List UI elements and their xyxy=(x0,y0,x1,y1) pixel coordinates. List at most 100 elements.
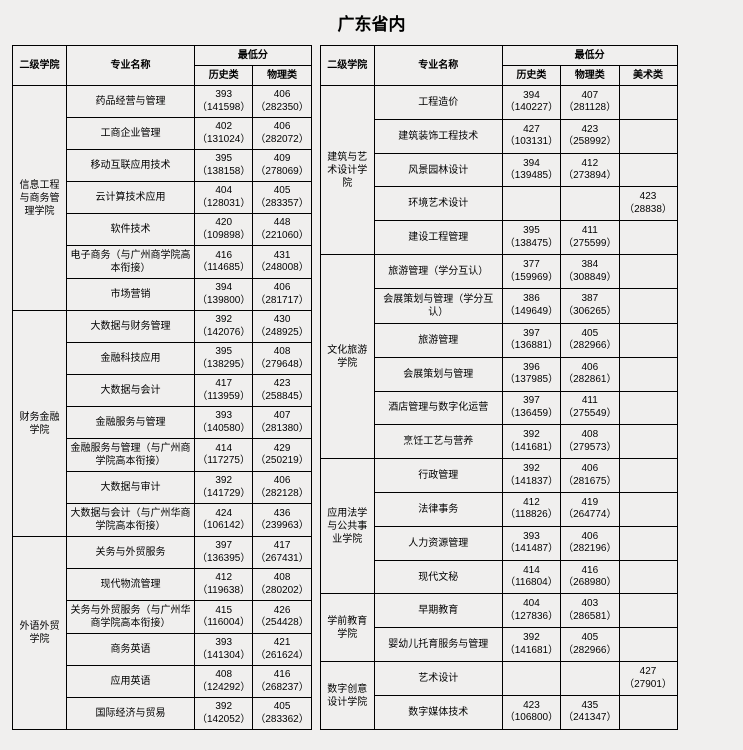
cell-physics: 406（282128） xyxy=(253,472,311,504)
cell-major: 金融服务与管理（与广州商学院高本衔接） xyxy=(67,439,195,472)
hdr-college: 二级学院 xyxy=(320,46,374,86)
cell-major: 人力资源管理 xyxy=(374,526,502,560)
cell-art xyxy=(619,594,677,628)
cell-physics: 421（261624） xyxy=(253,634,311,666)
cell-major: 法律事务 xyxy=(374,493,502,527)
table-row: 数字创意设计学院艺术设计427（27901） xyxy=(320,662,677,696)
table-row: 现代文秘414（116804）416（268980） xyxy=(320,560,677,594)
cell-physics: 405（282966） xyxy=(561,628,619,662)
cell-physics: 408（279573） xyxy=(561,425,619,459)
cell-history: 396（137985） xyxy=(502,357,560,391)
cell-physics: 435（241347） xyxy=(561,695,619,729)
table-row: 学前教育学院早期教育404（127836）403（286581） xyxy=(320,594,677,628)
cell-history: 392（142052） xyxy=(195,698,253,730)
cell-major: 商务英语 xyxy=(67,634,195,666)
cell-history: 402（131024） xyxy=(195,118,253,150)
table-row: 建筑装饰工程技术427（103131）423（258992） xyxy=(320,119,677,153)
cell-history: 424（106142） xyxy=(195,504,253,537)
cell-major: 市场营销 xyxy=(67,279,195,311)
cell-physics xyxy=(561,187,619,221)
cell-college: 应用法学与公共事业学院 xyxy=(320,459,374,594)
cell-history: 394（140227） xyxy=(502,86,560,120)
hdr-score: 最低分 xyxy=(502,46,677,66)
cell-physics: 416（268980） xyxy=(561,560,619,594)
cell-college: 学前教育学院 xyxy=(320,594,374,662)
cell-major: 大数据与审计 xyxy=(67,472,195,504)
hdr-score: 最低分 xyxy=(195,46,312,66)
cell-history: 397（136881） xyxy=(502,323,560,357)
cell-major: 环境艺术设计 xyxy=(374,187,502,221)
cell-history: 394（139485） xyxy=(502,153,560,187)
cell-history: 386（149649） xyxy=(502,288,560,323)
cell-history: 417（113959） xyxy=(195,375,253,407)
cell-art xyxy=(619,86,677,120)
cell-physics: 407（281380） xyxy=(253,407,311,439)
table-row: 法律事务412（118826）419（264774） xyxy=(320,493,677,527)
cell-major: 移动互联应用技术 xyxy=(67,150,195,182)
table-row: 建设工程管理395（138475）411（275599） xyxy=(320,221,677,255)
hdr-history: 历史类 xyxy=(502,66,560,86)
cell-physics: 387（306265） xyxy=(561,288,619,323)
cell-physics: 430（248925） xyxy=(253,311,311,343)
cell-physics: 406（282350） xyxy=(253,86,311,118)
cell-physics: 403（286581） xyxy=(561,594,619,628)
cell-history: 392（141681） xyxy=(502,628,560,662)
cell-major: 艺术设计 xyxy=(374,662,502,696)
cell-history: 395（138475） xyxy=(502,221,560,255)
cell-college: 外语外贸学院 xyxy=(13,537,67,730)
cell-history: 397（136459） xyxy=(502,391,560,425)
table-row: 信息工程与商务管理学院药品经营与管理393（141598）406（282350） xyxy=(13,86,312,118)
cell-major: 软件技术 xyxy=(67,214,195,246)
cell-physics: 407（281128） xyxy=(561,86,619,120)
cell-major: 关务与外贸服务（与广州华商学院高本衔接） xyxy=(67,601,195,634)
cell-major: 早期教育 xyxy=(374,594,502,628)
cell-history: 393（141487） xyxy=(502,526,560,560)
cell-major: 工程造价 xyxy=(374,86,502,120)
cell-history: 393（141304） xyxy=(195,634,253,666)
cell-art xyxy=(619,153,677,187)
cell-major: 云计算技术应用 xyxy=(67,182,195,214)
cell-physics: 406（282861） xyxy=(561,357,619,391)
cell-history: 377（159969） xyxy=(502,255,560,289)
cell-art xyxy=(619,526,677,560)
cell-history: 427（103131） xyxy=(502,119,560,153)
cell-major: 会展策划与管理 xyxy=(374,357,502,391)
cell-history: 392（141837） xyxy=(502,459,560,493)
cell-major: 大数据与会计（与广州华商学院高本衔接） xyxy=(67,504,195,537)
cell-history: 392（141729） xyxy=(195,472,253,504)
cell-history: 408（124292） xyxy=(195,666,253,698)
table-row: 文化旅游学院旅游管理（学分互认）377（159969）384（308849） xyxy=(320,255,677,289)
cell-physics: 412（273894） xyxy=(561,153,619,187)
cell-major: 国际经济与贸易 xyxy=(67,698,195,730)
cell-history: 412（118826） xyxy=(502,493,560,527)
cell-history: 393（140580） xyxy=(195,407,253,439)
table-row: 酒店管理与数字化运营397（136459）411（275549） xyxy=(320,391,677,425)
cell-history xyxy=(502,187,560,221)
cell-art: 423（28838） xyxy=(619,187,677,221)
cell-art xyxy=(619,255,677,289)
cell-major: 现代文秘 xyxy=(374,560,502,594)
table-row: 会展策划与管理396（137985）406（282861） xyxy=(320,357,677,391)
table-row: 财务金融学院大数据与财务管理392（142076）430（248925） xyxy=(13,311,312,343)
cell-major: 行政管理 xyxy=(374,459,502,493)
cell-physics: 436（239963） xyxy=(253,504,311,537)
hdr-major: 专业名称 xyxy=(374,46,502,86)
table-row: 旅游管理397（136881）405（282966） xyxy=(320,323,677,357)
hdr-physics: 物理类 xyxy=(253,66,311,86)
cell-art xyxy=(619,560,677,594)
cell-history: 416（114685） xyxy=(195,246,253,279)
cell-art xyxy=(619,425,677,459)
cell-major: 关务与外贸服务 xyxy=(67,537,195,569)
table-row: 应用法学与公共事业学院行政管理392（141837）406（281675） xyxy=(320,459,677,493)
cell-college: 建筑与艺术设计学院 xyxy=(320,86,374,255)
cell-major: 大数据与财务管理 xyxy=(67,311,195,343)
cell-history: 404（127836） xyxy=(502,594,560,628)
cell-physics: 405（283357） xyxy=(253,182,311,214)
cell-physics: 405（282966） xyxy=(561,323,619,357)
cell-history: 420（109898） xyxy=(195,214,253,246)
cell-art xyxy=(619,628,677,662)
cell-art xyxy=(619,119,677,153)
cell-major: 酒店管理与数字化运营 xyxy=(374,391,502,425)
cell-art xyxy=(619,288,677,323)
cell-physics: 406（281717） xyxy=(253,279,311,311)
